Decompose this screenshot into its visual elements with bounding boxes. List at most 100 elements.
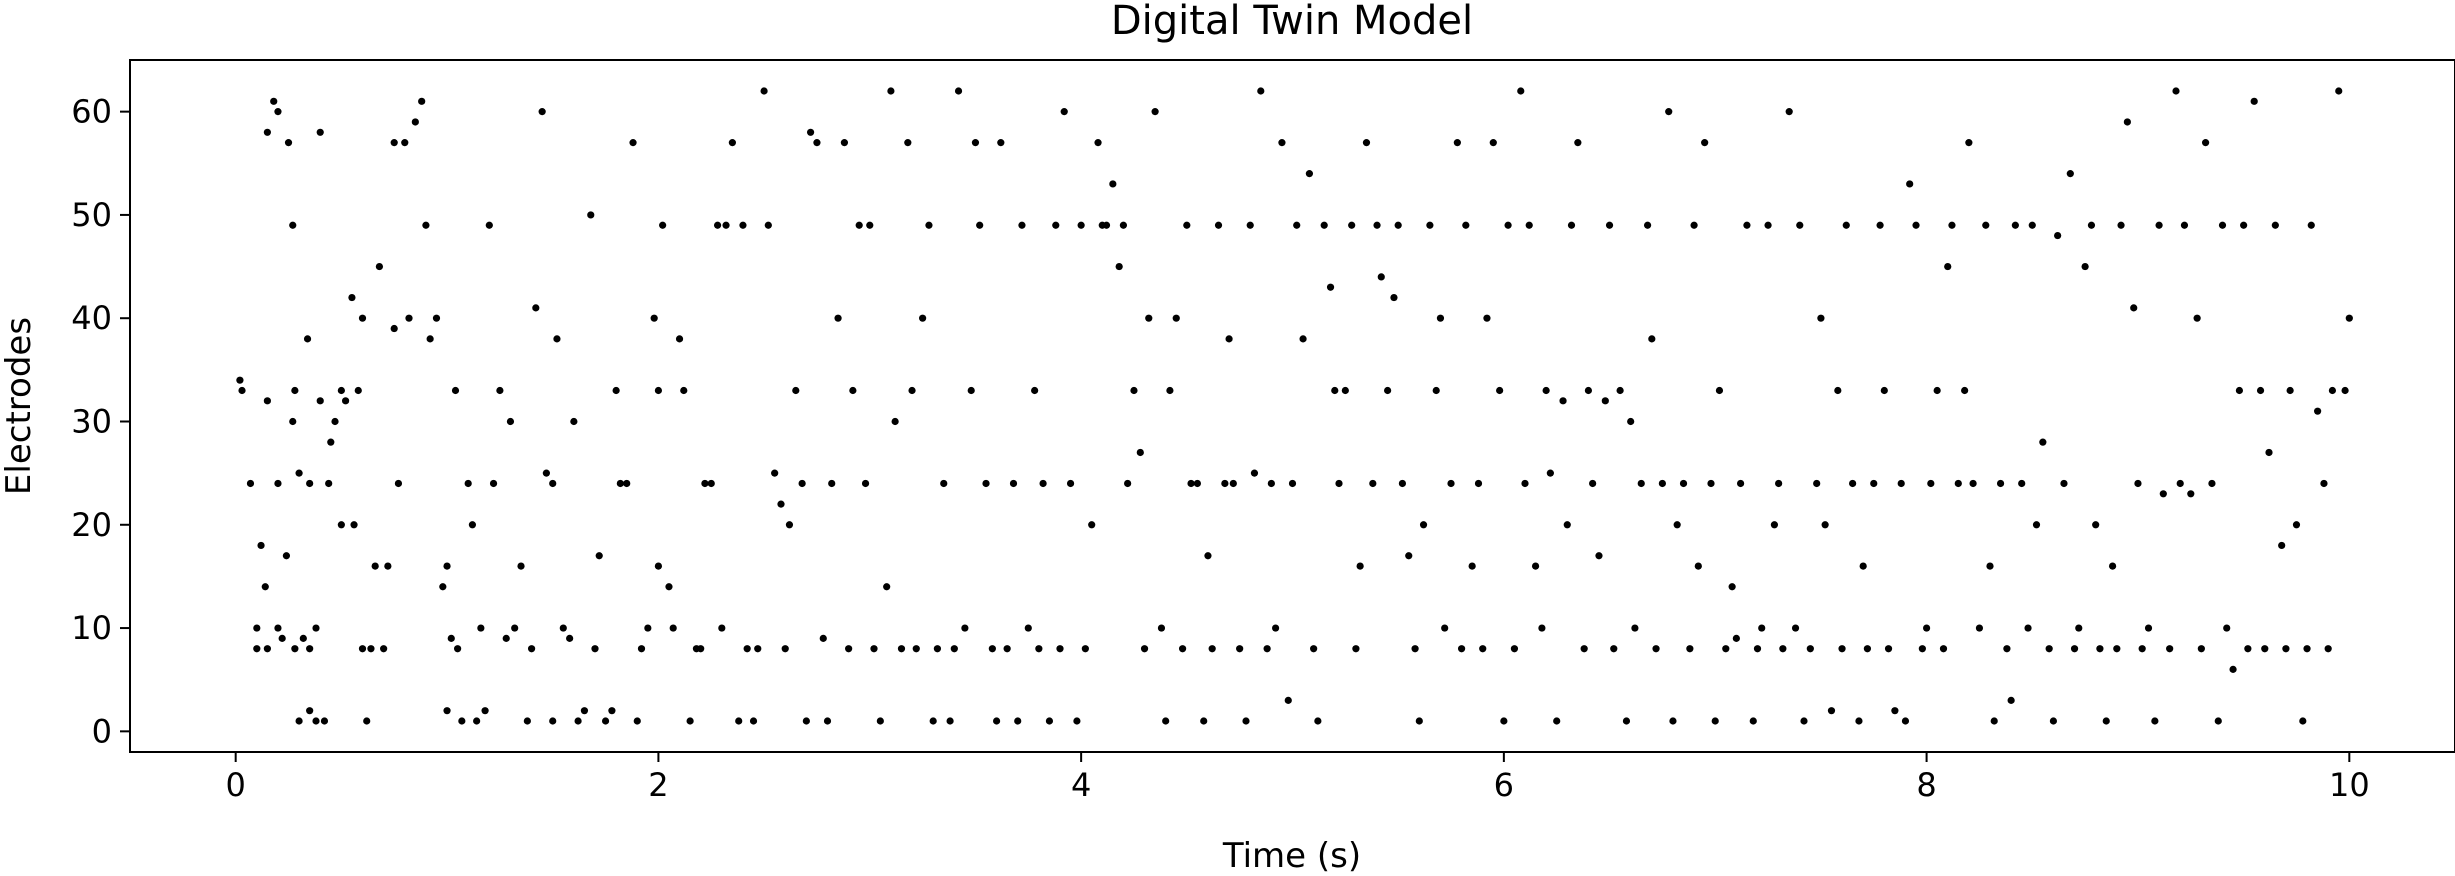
spike-point [904,139,912,147]
spike-point [306,645,314,653]
spike-point [1610,645,1618,653]
spike-point [813,139,821,147]
spike-point [559,624,567,632]
spike-point [728,139,736,147]
spike-point [337,521,345,529]
spike-point [2265,448,2273,457]
spike-point [1686,645,1694,653]
spike-point [2102,717,2110,725]
spike-point [1457,645,1466,653]
spike-point [1652,645,1660,653]
spike-point [549,717,557,725]
spike-point [1489,139,1497,147]
spike-point [1352,645,1360,653]
spike-point [2303,645,2311,653]
spike-point [1884,645,1893,653]
spike-point [2011,221,2019,229]
spike-point [2144,624,2153,632]
plot-frame [129,59,2455,753]
spike-point [306,479,314,488]
spike-point [1242,717,1250,725]
spike-point [849,386,857,395]
spike-point [278,634,286,642]
spike-point [1616,386,1624,395]
spike-point [1314,717,1322,725]
spike-point [1589,479,1597,488]
spike-point [1510,645,1519,653]
spike-point [1601,397,1609,405]
spike-point [1965,139,1973,147]
spike-point [489,479,498,488]
spike-point [263,397,271,405]
spike-point [2134,479,2142,488]
spike-point [2187,490,2195,498]
spike-point [2172,87,2180,95]
spike-point [608,707,616,715]
spike-point [1779,645,1787,653]
spike-point [665,583,673,591]
spike-point [2123,118,2131,126]
spike-point [1320,221,1328,229]
spike-point [637,645,646,653]
spike-point [1267,479,1275,488]
spike-point [654,562,663,570]
spike-point [1246,221,1254,229]
y-tick-label: 60 [71,93,112,131]
spike-point [680,386,688,395]
x-axis: 0 2 4 6 8 10 [226,752,2370,804]
spike-point [1996,479,2005,488]
spike-point [2341,386,2349,395]
spike-point [1384,386,1392,395]
spike-point [384,562,392,570]
spike-point [1690,221,1698,229]
spike-point [697,645,705,653]
spike-point [390,139,398,147]
spike-point [2060,479,2068,488]
spike-point [2244,645,2252,653]
spike-point [1679,479,1688,488]
spike-point [527,645,536,653]
spike-point [1250,469,1259,477]
spike-point [1906,180,1914,188]
spike-point [1377,273,1385,281]
spike-point [451,386,460,395]
spike-point [722,221,730,229]
spike-point [2151,717,2159,725]
spike-point [1749,717,1757,725]
spike-point [1257,87,1265,95]
spike-point [253,624,261,632]
spike-point [1187,479,1195,488]
spike-point [845,645,853,653]
spike-point [2271,221,2279,229]
spike-point [1758,624,1766,632]
spike-point [375,262,384,271]
spike-point [2324,645,2332,653]
spike-point [1094,139,1102,147]
x-tick-label: 4 [1071,766,1091,804]
spike-point [669,624,677,632]
x-tick-label: 2 [648,766,668,804]
spike-point [411,118,419,126]
spike-point [2117,221,2125,229]
spike-point [570,417,578,426]
spike-point [1018,221,1026,229]
y-tick-label: 0 [92,712,112,750]
spike-point [1172,314,1180,322]
spike-point [2320,479,2328,488]
spike-point [1039,479,1047,488]
spike-point [1035,645,1043,653]
spike-point [473,717,481,725]
spike-point [1870,479,1878,488]
spike-point [1817,314,1825,322]
spike-point [1208,645,1216,653]
spike-point [739,221,747,229]
spike-point [1060,108,1068,116]
spike-point [1214,221,1223,229]
spike-point [971,139,980,147]
spike-point [1838,645,1846,653]
spike-point [2007,696,2015,704]
spike-point [629,139,637,147]
spike-point [798,479,806,488]
spike-point [876,717,884,725]
spike-point [1415,717,1423,725]
